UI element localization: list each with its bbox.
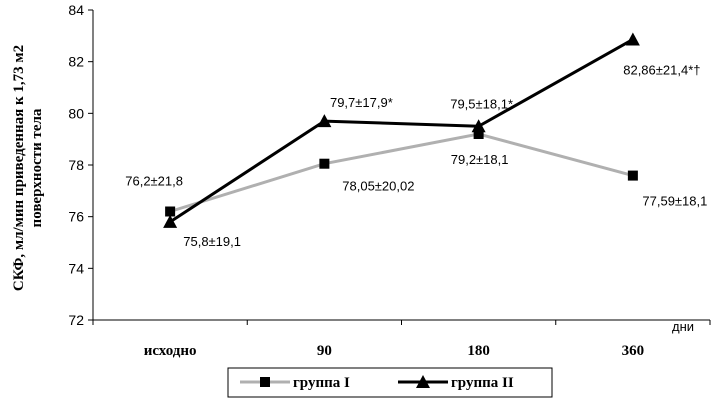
data-label-group-1: 78,05±20,02 [342,179,414,194]
data-label-group-2: 79,7±17,9* [330,95,393,110]
y-tick-label: 78 [68,157,84,173]
y-tick-label: 82 [68,54,84,70]
series-lines [169,38,634,224]
legend: группа I группа II [227,367,553,398]
chart-axes [92,10,710,321]
x-axis-unit: дни [672,319,694,334]
data-label-group-1: 79,2±18,1 [451,152,509,167]
marker-group-1 [473,129,484,139]
x-tick-label: 360 [622,343,645,359]
marker-group-1 [165,206,176,217]
data-label-group-1: 77,59±18,1 [642,194,707,209]
marker-group-2 [471,119,486,133]
series-markers [163,32,640,228]
x-tick-label: 180 [467,343,490,359]
legend-marker-group-1 [260,377,270,387]
data-label-group-2: 79,5±18,1* [450,96,513,111]
y-tick-label: 72 [68,312,84,328]
legend-label-group-2: группа II [451,375,514,391]
x-tick-label: 90 [317,343,332,359]
legend-box [227,367,553,398]
marker-group-2 [625,32,640,46]
data-labels: 76,2±21,8 78,05±20,02 79,2±18,1 77,59±18,1 7… [125,62,707,248]
y-axis-ticks: 72 74 76 78 80 82 84 [68,2,93,328]
y-axis-label-line2: поверхности тела [29,108,45,227]
y-tick-label: 74 [68,260,84,276]
data-label-group-1: 76,2±21,8 [125,174,183,189]
marker-group-2 [163,214,178,228]
data-label-group-2: 82,86±21,4*† [623,62,700,77]
marker-group-1 [627,170,638,181]
legend-marker-group-2 [416,375,430,388]
y-tick-label: 84 [68,2,84,18]
x-axis-ticks: исходно 90 180 360 [92,320,711,359]
series-line-group-2 [169,38,634,224]
data-label-group-2: 75,8±19,1 [183,234,241,249]
marker-group-1 [319,158,330,169]
y-tick-label: 80 [68,105,84,121]
y-tick-label: 76 [68,209,84,225]
legend-label-group-1: группа I [293,375,350,391]
series-line-group-1 [169,132,634,213]
x-tick-label: исходно [144,343,197,359]
marker-group-2 [317,114,332,128]
y-axis-label-line1: СКФ, мл/мин приведенная к 1,73 м2 [11,45,27,291]
